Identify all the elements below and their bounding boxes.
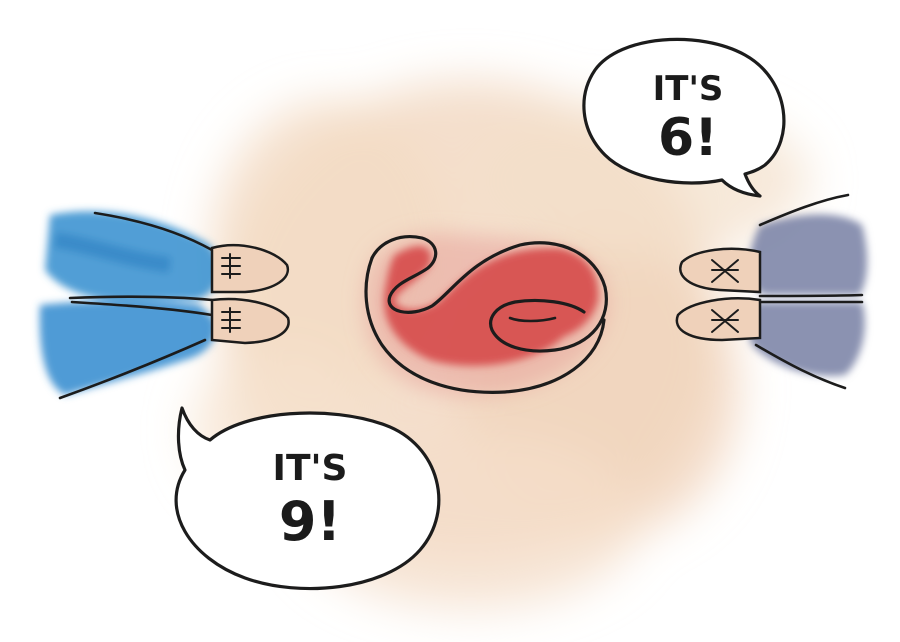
right-person-shoes [675, 247, 762, 342]
speech-bubble-left: IT'S 9! [174, 406, 441, 591]
left-person-shoes [210, 244, 290, 345]
bubble-right-line1: IT'S [653, 69, 724, 109]
bubble-left-line1: IT'S [273, 448, 348, 489]
bubble-right-line2: 6! [658, 108, 718, 168]
ambiguous-numeral [363, 232, 609, 396]
speech-bubble-right: IT'S 6! [582, 37, 786, 198]
left-person-legs [39, 211, 221, 400]
bubble-left-line2: 9! [279, 490, 341, 553]
right-person-legs [748, 193, 868, 390]
